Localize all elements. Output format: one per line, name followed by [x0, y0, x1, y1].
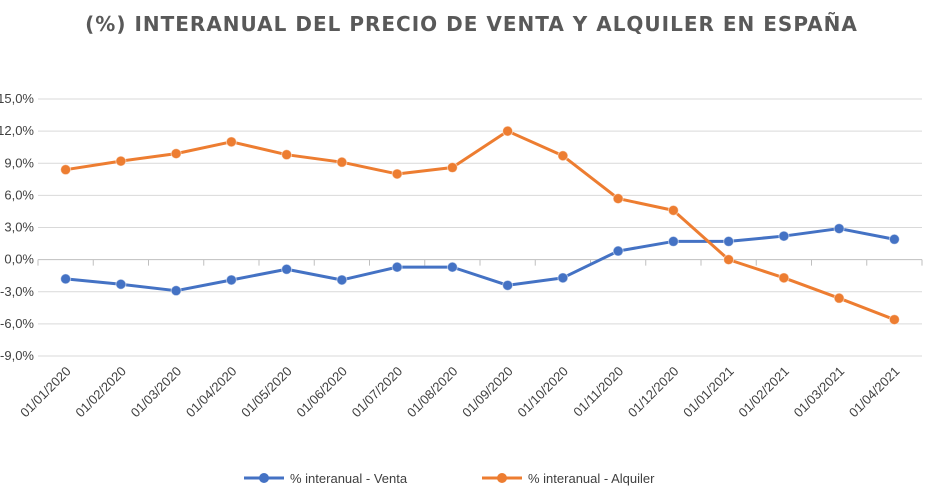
data-point [888, 233, 900, 245]
y-tick-label: 6,0% [4, 187, 34, 202]
data-point [667, 204, 679, 216]
y-tick-label: -6,0% [0, 316, 34, 331]
y-tick-label: -3,0% [0, 284, 34, 299]
data-point [833, 223, 845, 235]
x-tick-label: 01/01/2021 [680, 364, 737, 421]
data-point [336, 274, 348, 286]
legend-label: % interanual - Venta [290, 471, 408, 486]
x-tick-label: 01/09/2020 [459, 364, 516, 421]
data-point [888, 314, 900, 326]
data-point [391, 261, 403, 273]
data-point [60, 164, 72, 176]
data-point [833, 292, 845, 304]
data-point [170, 148, 182, 160]
x-tick-label: 01/05/2020 [238, 364, 295, 421]
x-tick-label: 01/02/2020 [72, 364, 129, 421]
data-point [723, 235, 735, 247]
data-point [778, 272, 790, 284]
x-tick-label: 01/12/2020 [625, 364, 682, 421]
x-tick-label: 01/04/2020 [183, 364, 240, 421]
x-tick-label: 01/10/2020 [514, 364, 571, 421]
data-point [281, 149, 293, 161]
data-point [723, 254, 735, 266]
x-tick-label: 01/01/2020 [17, 364, 74, 421]
x-tick-label: 01/08/2020 [404, 364, 461, 421]
legend-marker [259, 473, 269, 483]
data-point [170, 285, 182, 297]
data-point [502, 279, 514, 291]
x-tick-label: 01/03/2020 [128, 364, 185, 421]
data-point [391, 168, 403, 180]
data-point [612, 193, 624, 205]
data-point [557, 272, 569, 284]
data-point [225, 274, 237, 286]
y-tick-label: 15,0% [0, 91, 34, 106]
series-line [65, 129, 895, 321]
data-point [281, 263, 293, 275]
series-line [65, 227, 895, 293]
chart-title: (%) INTERANUAL DEL PRECIO DE VENTA Y ALQ… [85, 12, 858, 36]
y-tick-label: 0,0% [4, 252, 34, 267]
x-tick-label: 01/02/2021 [735, 364, 792, 421]
data-point [115, 278, 127, 290]
data-point [557, 150, 569, 162]
x-tick-label: 01/03/2021 [791, 364, 848, 421]
x-tick-label: 01/11/2020 [570, 364, 626, 420]
data-point [225, 136, 237, 148]
data-point [60, 273, 72, 285]
data-point [446, 162, 458, 174]
data-point [446, 261, 458, 273]
data-point [778, 230, 790, 242]
data-point [115, 155, 127, 167]
y-tick-label: 12,0% [0, 123, 34, 138]
x-tick-label: 01/06/2020 [293, 364, 350, 421]
y-tick-label: 9,0% [4, 155, 34, 170]
legend-label: % interanual - Alquiler [528, 471, 655, 486]
data-point [502, 125, 514, 137]
data-point [612, 245, 624, 257]
x-tick-label: 01/07/2020 [349, 364, 406, 421]
data-point [667, 235, 679, 247]
data-point [336, 156, 348, 168]
legend-marker [497, 473, 507, 483]
y-tick-label: -9,0% [0, 348, 34, 363]
x-tick-label: 01/04/2021 [846, 364, 903, 421]
y-tick-label: 3,0% [4, 220, 34, 235]
